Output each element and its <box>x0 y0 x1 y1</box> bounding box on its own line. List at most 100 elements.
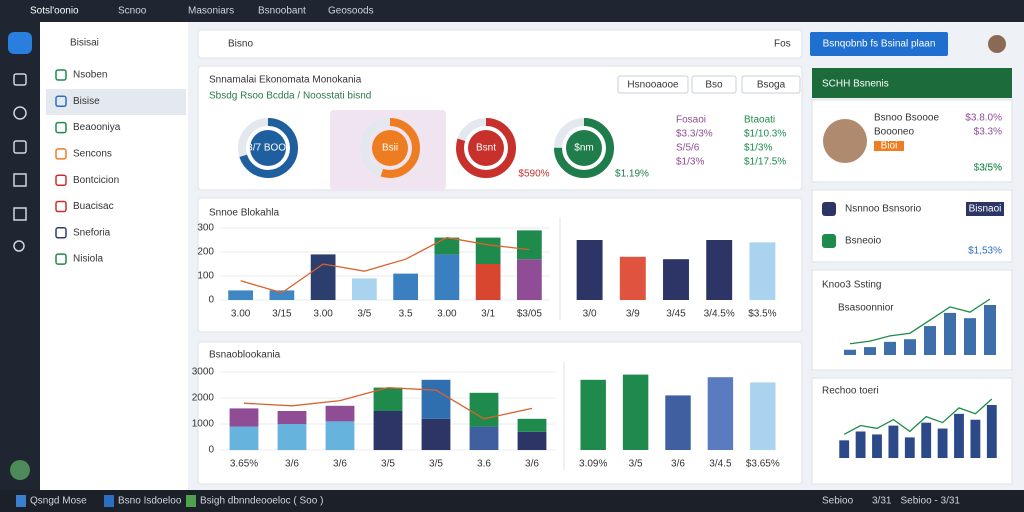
sidebar-item[interactable]: Bisise <box>73 96 100 107</box>
tab[interactable]: Geosoods <box>328 6 374 17</box>
mini-bar <box>954 413 964 458</box>
task-icon[interactable] <box>16 495 26 507</box>
primary-button-label[interactable]: Bsnqobnb fs Bsinal plaan <box>823 39 936 50</box>
sidebar-item[interactable]: Sneforia <box>73 227 111 238</box>
row-text: Nsnnoo Bsnsorio <box>845 204 922 215</box>
x-label: 3/6 <box>285 459 299 470</box>
summary-button-label[interactable]: Bso <box>705 80 723 91</box>
donut-arc <box>456 118 516 178</box>
taskbar <box>0 490 1024 512</box>
stat: Fosaoi <box>676 115 706 126</box>
tab[interactable]: Masoniars <box>188 6 234 17</box>
stat: $1/3% <box>676 157 704 168</box>
mini1-legend: Bsasoonnior <box>838 303 894 314</box>
search-menu[interactable]: Fos <box>774 39 791 50</box>
stat: S/5/6 <box>676 143 700 154</box>
chart2-title: Bsnaoblookania <box>209 350 281 361</box>
sidebar-item[interactable]: Nsoben <box>73 70 107 81</box>
summary-button[interactable] <box>617 75 689 94</box>
sidebar-icon <box>55 200 67 213</box>
stat: $1/17.5% <box>744 157 786 168</box>
bar <box>310 254 336 300</box>
mini-line <box>849 298 991 345</box>
right-header <box>812 68 1012 98</box>
sidebar-item[interactable]: Bontcicion <box>73 175 119 186</box>
bar <box>665 395 691 450</box>
primary-button[interactable] <box>810 32 948 56</box>
task-icon[interactable] <box>104 495 114 507</box>
task-item[interactable]: Bsno Isdoeloo <box>118 496 182 507</box>
mini-bar <box>921 422 932 458</box>
stat: $1/10.3% <box>744 129 786 140</box>
profile-metric: 3/5% <box>979 163 1002 174</box>
bar <box>352 278 377 300</box>
summary-button-label[interactable]: Hsnooaooe <box>627 80 679 91</box>
mini2-title: Rechoo toeri <box>822 386 879 397</box>
task-item[interactable]: Qsngd Mose <box>30 496 87 507</box>
row-icon <box>822 234 836 248</box>
bar <box>421 379 451 419</box>
x-label: $3.5% <box>748 309 776 320</box>
summary-subtitle: Sbsdg Rsoo Bcdda / Noosstati bisnd <box>209 91 371 102</box>
sidebar-item[interactable]: Nisiola <box>73 254 103 265</box>
mini-line <box>843 398 993 435</box>
profile-metric: $3.5% <box>974 163 1002 174</box>
bar <box>517 259 542 300</box>
profile-metric: $3.3% <box>974 127 1002 138</box>
row-value: $1,53% <box>968 246 1002 257</box>
mini-bar <box>884 341 896 355</box>
task-icon[interactable] <box>186 495 196 507</box>
row-button-label[interactable]: Bisnaoi <box>969 204 1002 215</box>
bar <box>469 426 499 450</box>
x-label: 3/9 <box>626 309 640 320</box>
tab[interactable]: Sotsl'oonio <box>30 6 79 17</box>
x-label: 3.00 <box>437 309 457 320</box>
search-text[interactable]: Bisno <box>228 39 253 50</box>
task-item[interactable]: Bsigh dbnndeooeloc ( Soo ) <box>200 496 323 507</box>
bar <box>373 411 403 450</box>
y-tick-label: 0 <box>208 295 214 306</box>
sidebar-item[interactable]: Buacisac <box>73 201 114 212</box>
sidebar-item[interactable]: Beaooniya <box>73 122 121 133</box>
bar <box>517 230 542 260</box>
rail-active[interactable] <box>8 32 32 54</box>
sidebar-icon <box>55 95 67 108</box>
mini-bar <box>888 425 899 458</box>
tab[interactable]: Bsnoobant <box>258 6 306 17</box>
bar <box>475 237 501 264</box>
bar <box>469 392 499 427</box>
summary-title: Snnamalai Ekonomata Monokania <box>209 75 362 86</box>
user-avatar[interactable] <box>988 35 1006 53</box>
bar <box>228 290 253 300</box>
summary-button-label[interactable]: Bsoga <box>757 80 786 91</box>
mini-bar <box>986 405 997 458</box>
x-label: 3/6 <box>671 459 685 470</box>
x-label: 3/4.5 <box>709 459 732 470</box>
mini-bar <box>904 437 915 458</box>
sidebar-icon <box>55 227 67 239</box>
sidebar-item[interactable]: Sencons <box>73 149 112 160</box>
mini-bar <box>964 318 976 355</box>
y-tick-label: 100 <box>197 271 214 282</box>
y-tick-label: 2000 <box>192 393 215 404</box>
avatar[interactable] <box>10 460 30 480</box>
donut-center <box>372 130 408 166</box>
bar <box>749 242 776 300</box>
summary-button[interactable] <box>691 75 737 94</box>
rail-icons <box>13 73 27 252</box>
donut-caption: $590% <box>518 169 549 180</box>
mini-bar <box>864 347 876 355</box>
tab[interactable]: Scnoo <box>118 6 147 17</box>
bar <box>576 240 603 300</box>
chart1-title: Snnoe Blokahla <box>209 208 279 219</box>
donut-arc <box>360 118 420 178</box>
mini-bar <box>984 305 996 355</box>
bar <box>277 424 307 450</box>
donut-center <box>468 130 504 166</box>
search-bar[interactable] <box>197 29 803 59</box>
x-label: 3/4.5% <box>704 309 735 320</box>
row-button[interactable] <box>966 202 1004 216</box>
summary-button[interactable] <box>741 75 801 94</box>
donut-caption: $1.19% <box>615 169 649 180</box>
trend-line <box>240 236 530 294</box>
